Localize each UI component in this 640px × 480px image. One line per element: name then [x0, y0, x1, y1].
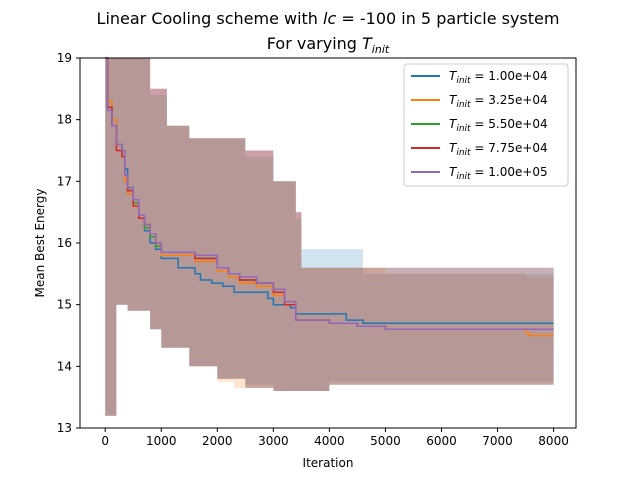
chart-title-line2: For varying Tinit	[267, 34, 390, 56]
y-tick-label: 13	[57, 421, 72, 435]
series-band-2	[105, 58, 554, 416]
legend-box	[403, 63, 569, 187]
x-tick-label: 2000	[202, 434, 233, 448]
x-axis-ticks: 0 1000 2000 3000 4000 5000 6000 7000 8000	[101, 428, 569, 448]
x-tick-label: 1000	[146, 434, 177, 448]
series-lines	[105, 57, 554, 337]
x-tick-label: 5000	[370, 434, 401, 448]
y-tick-label: 17	[57, 174, 72, 188]
y-tick-label: 14	[57, 359, 72, 373]
y-tick-label: 16	[57, 236, 72, 250]
series-band-3	[105, 58, 554, 416]
chart-title-line1: Linear Cooling scheme with lc = -100 in …	[97, 9, 560, 28]
x-tick-label: 4000	[314, 434, 345, 448]
legend-label-3: Tinit = 7.75e+04	[449, 141, 548, 158]
legend: Tinit = 1.00e+04 Tinit = 3.25e+04 Tinit = …	[403, 63, 569, 187]
legend-label-4: Tinit = 1.00e+05	[449, 165, 548, 182]
legend-label-0: Tinit = 1.00e+04	[449, 69, 548, 86]
y-tick-label: 19	[57, 51, 72, 65]
x-tick-label: 0	[101, 434, 109, 448]
y-tick-label: 18	[57, 113, 72, 127]
x-tick-label: 8000	[538, 434, 569, 448]
legend-label-2: Tinit = 5.50e+04	[449, 117, 548, 134]
x-tick-label: 6000	[426, 434, 457, 448]
series-band-4	[105, 58, 554, 416]
series-band-0	[105, 58, 554, 416]
x-tick-label: 7000	[482, 434, 513, 448]
series-band-1	[105, 58, 554, 416]
confidence-bands	[105, 58, 554, 416]
y-tick-label: 15	[57, 298, 72, 312]
x-tick-label: 3000	[258, 434, 289, 448]
series-line-4	[105, 57, 554, 331]
legend-label-1: Tinit = 3.25e+04	[449, 93, 548, 110]
y-axis-ticks: 13 14 15 16 17 18 19	[57, 51, 80, 435]
y-axis-label: Mean Best Energy	[33, 189, 47, 298]
x-axis-label: Iteration	[303, 456, 354, 470]
